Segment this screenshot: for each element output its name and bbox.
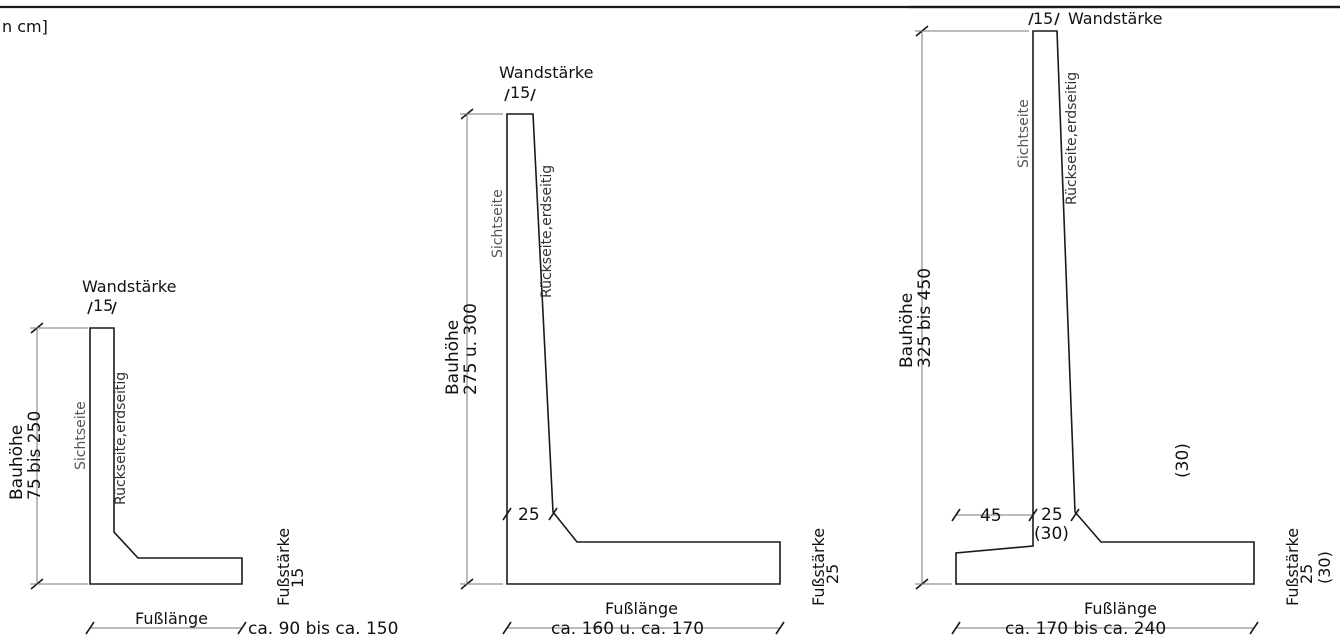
medium-visible-side-label: Sichtseite <box>490 189 506 258</box>
large-height-label: Bauhöhe <box>897 293 917 368</box>
small-foot-thickness-value: 15 <box>288 568 307 588</box>
small-length-value: ca. 90 bis ca. 150 <box>248 619 398 637</box>
large-wall-thickness-value: 15 <box>1033 9 1053 28</box>
small-wall-outline <box>89 327 243 585</box>
large-length-label: Fußlänge <box>1084 599 1157 618</box>
large-visible-side-label: Sichtseite <box>1016 99 1032 168</box>
large-height-value: 325 bis 450 <box>915 268 935 368</box>
medium-height-value: 275 u. 300 <box>461 303 481 395</box>
medium-length-label: Fußlänge <box>605 599 678 618</box>
medium-wall-thickness-label: Wandstärke <box>499 63 593 82</box>
small-wall-section: Wandstärke 15 Bauhöhe 75 bis 250 Sichtse… <box>7 277 398 637</box>
small-wall-thickness-value: 15 <box>93 296 113 315</box>
large-toe-value: 45 <box>980 506 1002 526</box>
medium-foot-thickness-label: Fußstärke <box>809 528 828 606</box>
small-foot-thickness-label: Fußstärke <box>274 528 293 606</box>
medium-wall-thickness-value: 15 <box>510 83 530 102</box>
large-foot-thickness-label: Fußstärke <box>1283 528 1302 606</box>
large-length-value: ca. 170 bis ca. 240 <box>1005 619 1166 637</box>
small-height-value: 75 bis 250 <box>25 411 45 500</box>
medium-base-wall-value: 25 <box>518 505 540 525</box>
large-wall-section: 15 Wandstärke Bauhöhe 325 bis 450 Sichts… <box>897 9 1334 637</box>
large-foot-thickness-value: 25 <box>1297 564 1316 584</box>
large-side-note: (30) <box>1173 443 1193 478</box>
small-wall-thickness-label: Wandstärke <box>82 277 176 296</box>
large-base-wall-value: 25 <box>1041 505 1063 525</box>
medium-back-side-label: Rückseite,erdseitig <box>539 165 555 298</box>
large-foot-thickness-alt-value: (30) <box>1315 551 1334 584</box>
medium-length-value: ca. 160 u. ca. 170 <box>551 619 704 637</box>
medium-height-label: Bauhöhe <box>443 320 463 395</box>
medium-wall-outline <box>506 113 781 585</box>
medium-foot-thickness-value: 25 <box>823 564 842 584</box>
large-wall-outline <box>955 30 1255 585</box>
small-back-side-label: Rückseite,erdseitig <box>113 372 129 505</box>
small-visible-side-label: Sichtseite <box>73 401 89 470</box>
medium-wall-section: Wandstärke 15 Bauhöhe 275 u. 300 Sichtse… <box>443 63 842 637</box>
unit-note: n cm] <box>2 17 48 36</box>
small-height-label: Bauhöhe <box>7 425 27 500</box>
large-wall-thickness-label: Wandstärke <box>1068 9 1162 28</box>
small-length-label: Fußlänge <box>135 609 208 628</box>
large-back-side-label: Rückseite,erdseitig <box>1064 72 1080 205</box>
large-base-wall-alt-value: (30) <box>1034 524 1069 544</box>
